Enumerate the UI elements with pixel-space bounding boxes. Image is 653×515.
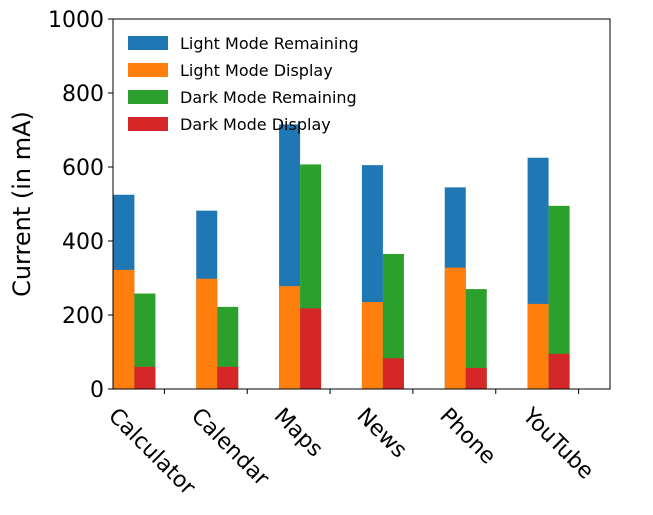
bar-light-mode-display-news	[361, 302, 383, 389]
bar-light-mode-display-maps	[279, 286, 301, 389]
legend-swatch	[128, 117, 168, 131]
bars-group	[113, 124, 570, 389]
legend-label: Dark Mode Display	[180, 115, 331, 134]
x-tick-label: Calendar	[186, 404, 274, 492]
plot-frame	[112, 18, 611, 390]
bar-light-mode-display-calculator	[113, 269, 135, 389]
y-tick-label: 0	[90, 378, 104, 403]
y-axis-label: Current (in mA)	[8, 111, 36, 297]
bar-dark-mode-remaining-news	[382, 253, 404, 389]
bar-dark-mode-display-calculator	[134, 366, 156, 389]
bar-dark-mode-display-youtube	[548, 353, 570, 389]
legend-label: Dark Mode Remaining	[180, 88, 357, 107]
legend: Light Mode Remaining Light Mode Display Da…	[128, 34, 359, 134]
legend-label: Light Mode Display	[180, 61, 333, 80]
bar-dark-mode-remaining-phone	[465, 289, 487, 389]
legend-swatch	[128, 63, 168, 77]
legend-swatch	[128, 90, 168, 104]
y-tick-label: 1000	[48, 8, 104, 33]
y-tick-label: 400	[62, 230, 104, 255]
y-tick-label: 800	[62, 82, 104, 107]
bar-dark-mode-remaining-calculator	[134, 293, 156, 389]
x-tick-label: Maps	[269, 404, 328, 463]
y-tick-label: 600	[62, 156, 104, 181]
bar-light-mode-display-phone	[444, 267, 466, 389]
bar-dark-mode-remaining-youtube	[548, 205, 570, 389]
x-tick-label: Phone	[435, 404, 501, 470]
y-tick-label: 200	[62, 304, 104, 329]
bar-dark-mode-display-maps	[300, 308, 322, 389]
legend-label: Light Mode Remaining	[180, 34, 359, 53]
plot-border	[112, 18, 611, 390]
x-tick-label: News	[352, 404, 412, 464]
bar-light-mode-display-calendar	[196, 278, 218, 389]
x-tick-label: YouTube	[517, 403, 599, 485]
x-tick-label: Calculator	[103, 404, 200, 501]
bar-dark-mode-display-phone	[465, 367, 487, 389]
bar-light-mode-display-youtube	[527, 303, 549, 389]
bar-dark-mode-display-news	[382, 358, 404, 389]
bar-dark-mode-display-calendar	[217, 366, 239, 389]
y-axis: 0 200 400 600 800 1000	[48, 8, 113, 403]
legend-swatch	[128, 36, 168, 50]
